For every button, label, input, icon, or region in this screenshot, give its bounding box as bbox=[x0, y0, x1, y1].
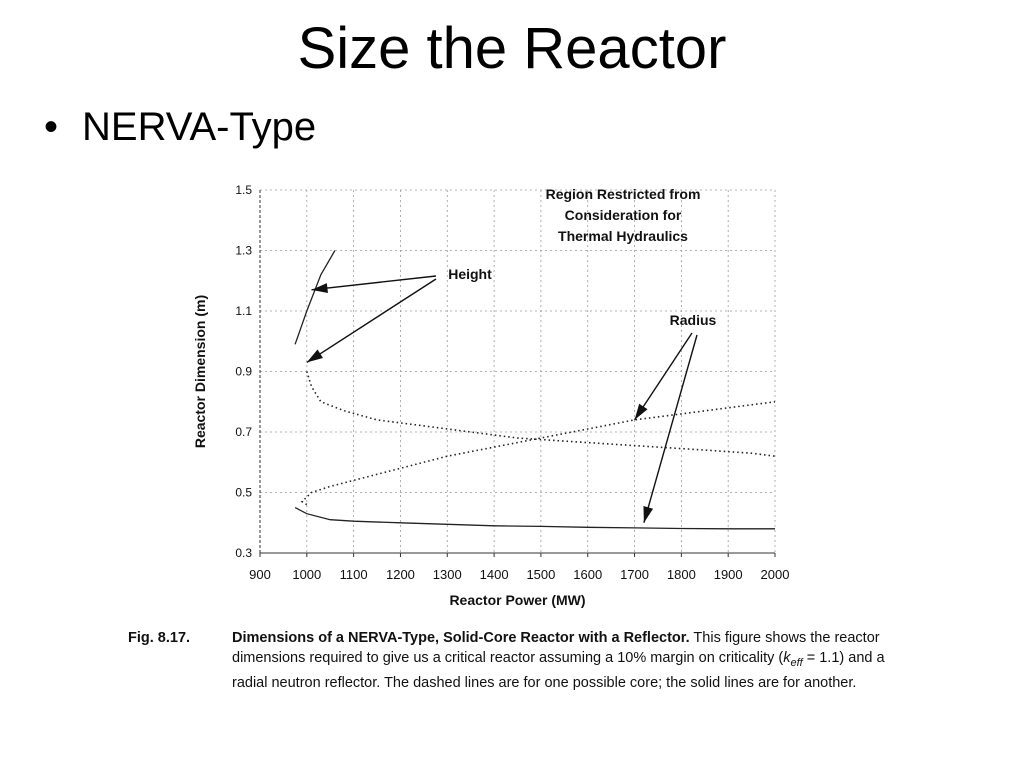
height-arrow-upper-shaft bbox=[311, 275, 437, 291]
caption-keff: keff bbox=[783, 650, 803, 669]
x-axis-label: Reactor Power (MW) bbox=[449, 592, 585, 608]
x-tick-label: 1900 bbox=[714, 567, 743, 582]
y-tick-label: 0.5 bbox=[235, 486, 252, 500]
caption-keff-subscript: eff bbox=[790, 656, 803, 669]
height-arrow-lower-shaft bbox=[306, 278, 437, 364]
height-label: Height bbox=[448, 266, 492, 282]
slide-title: Size the Reactor bbox=[297, 16, 727, 81]
x-tick-label: 1700 bbox=[620, 567, 649, 582]
radius-arrow-upper-shaft bbox=[633, 332, 693, 421]
x-tick-label: 1600 bbox=[573, 567, 602, 582]
caption-keff-symbol: k bbox=[783, 650, 791, 666]
caption-text-after: = 1.1) and a radial neutron reflector. T… bbox=[232, 650, 885, 691]
bullet-marker: • bbox=[44, 105, 59, 149]
series-line-4-solid bbox=[294, 507, 775, 530]
caption-figure-label: Fig. 8.17. bbox=[128, 630, 191, 646]
y-tick-label: 1.3 bbox=[235, 244, 252, 258]
series-line-3-solid bbox=[294, 250, 336, 345]
y-tick-label: 0.3 bbox=[235, 546, 252, 560]
x-tick-label: 1300 bbox=[433, 567, 462, 582]
caption-text-before: This figure shows the reactor dimensions… bbox=[232, 630, 880, 666]
y-tick-label: 0.9 bbox=[235, 365, 252, 379]
height-arrow-upper-head bbox=[311, 283, 328, 294]
radius-label: Radius bbox=[670, 312, 717, 328]
y-tick-label: 1.5 bbox=[235, 183, 252, 197]
radius-arrow-lower-shaft bbox=[643, 334, 698, 523]
x-tick-label: 900 bbox=[249, 567, 271, 582]
caption-heading: Dimensions of a NERVA-Type, Solid-Core R… bbox=[232, 630, 690, 646]
x-tick-label: 1100 bbox=[340, 567, 368, 582]
region-annotation-line: Region Restricted from bbox=[546, 186, 701, 202]
region-annotation-line: Consideration for bbox=[565, 207, 682, 223]
height-arrow-lower-head bbox=[306, 349, 323, 363]
x-tick-label: 1800 bbox=[667, 567, 696, 582]
y-axis-label: Reactor Dimension (m) bbox=[192, 295, 208, 448]
bullet-item: • NERVA-Type bbox=[44, 102, 316, 152]
radius-arrow-lower-head bbox=[643, 505, 654, 523]
y-tick-label: 1.1 bbox=[235, 304, 252, 318]
caption-body: Dimensions of a NERVA-Type, Solid-Core R… bbox=[232, 628, 908, 693]
series-line-1-dashed bbox=[306, 371, 776, 457]
x-tick-label: 1000 bbox=[292, 567, 321, 582]
region-annotation-line: Thermal Hydraulics bbox=[558, 228, 688, 244]
y-tick-label: 0.7 bbox=[235, 425, 252, 439]
x-tick-label: 1200 bbox=[386, 567, 415, 582]
bullet-text: NERVA-Type bbox=[82, 105, 317, 149]
series-line-2-dashed bbox=[300, 401, 776, 506]
x-tick-label: 2000 bbox=[761, 567, 790, 582]
x-tick-label: 1400 bbox=[480, 567, 509, 582]
x-tick-label: 1500 bbox=[526, 567, 555, 582]
radius-arrow-upper-head bbox=[634, 403, 648, 420]
